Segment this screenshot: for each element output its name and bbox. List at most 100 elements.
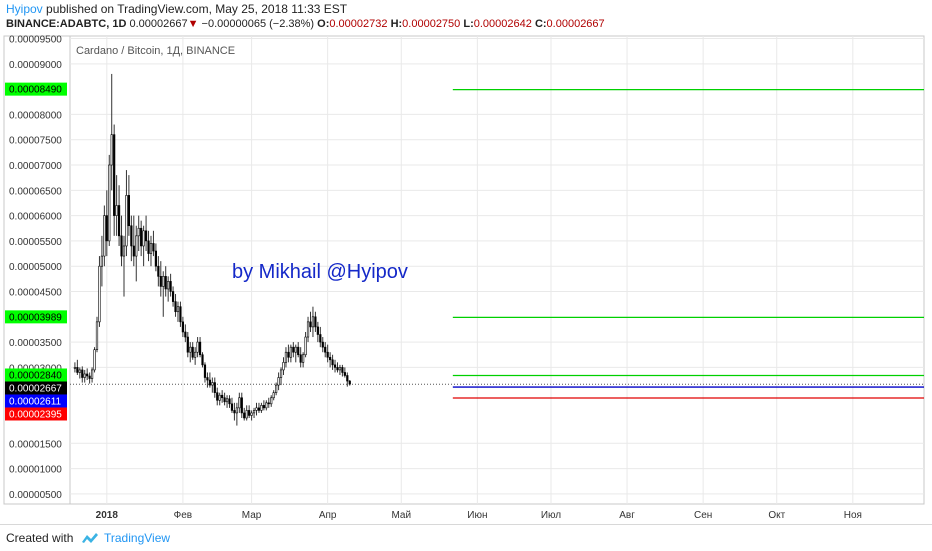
candle-body xyxy=(321,341,324,348)
candle-body xyxy=(78,369,81,373)
price-tag-label: 0.00002611 xyxy=(9,396,62,407)
price-tick-label: 0.00009500 xyxy=(9,35,62,46)
candle-body xyxy=(257,407,261,411)
price-tick-label: 0.00004500 xyxy=(9,288,62,299)
candle-body xyxy=(341,367,344,373)
candle-body xyxy=(311,316,315,328)
price-tag-label: 0.00002395 xyxy=(9,409,62,420)
candle-body xyxy=(164,276,167,290)
candle-body xyxy=(86,373,89,377)
candle-body xyxy=(122,245,126,257)
time-tick-label: Авг xyxy=(619,510,635,521)
candle-body xyxy=(140,227,143,247)
price-tick-label: 0.00003500 xyxy=(9,338,62,349)
price-tag-current xyxy=(5,381,67,395)
candle-body xyxy=(336,367,339,371)
candle-body xyxy=(179,306,182,323)
time-axis[interactable]: 2018 Фев Мар Апр Май Июн Июл Авг Сен Окт Ноя xyxy=(96,510,862,521)
candle-body xyxy=(275,384,278,393)
time-tick-label: Фев xyxy=(174,510,192,521)
candle-body xyxy=(284,351,288,363)
candle-body xyxy=(105,215,108,242)
time-tick-label: Мар xyxy=(242,510,262,521)
candle-body xyxy=(319,334,322,343)
price-tick-label: 0.00000500 xyxy=(9,490,62,501)
candle-body xyxy=(127,195,130,227)
time-tick-label: Ноя xyxy=(844,510,862,521)
candle-body xyxy=(309,321,312,328)
candle-body xyxy=(338,367,342,371)
candle-body xyxy=(206,377,209,381)
price-tick-label: 0.00006500 xyxy=(9,186,62,197)
candle-body xyxy=(208,379,211,386)
candle-body xyxy=(157,265,160,277)
candle-body xyxy=(149,243,153,254)
candle-body xyxy=(279,369,283,378)
candle-body xyxy=(289,346,292,358)
candle-body xyxy=(135,235,138,257)
candle-body xyxy=(346,375,349,382)
candle-body xyxy=(272,392,275,399)
price-tick-label: 0.00007500 xyxy=(9,136,62,147)
published-text: published on TradingView.com, May 25, 20… xyxy=(42,2,348,16)
candle-body xyxy=(277,377,280,386)
price-tag-label: 0.00003989 xyxy=(9,312,62,323)
chart-grid xyxy=(3,35,925,505)
candle-body xyxy=(331,359,334,366)
candle-body xyxy=(76,367,79,373)
candle-body xyxy=(282,362,285,371)
candle-body xyxy=(230,403,234,411)
close-value: 0.00002667 xyxy=(546,18,605,30)
candle-body xyxy=(255,407,258,411)
price-tag-green xyxy=(5,82,67,96)
candle-body xyxy=(228,398,231,405)
created-with-label: Created with xyxy=(6,531,74,545)
price-tag-blue xyxy=(5,394,67,408)
time-tick-label: Окт xyxy=(768,510,785,521)
price-tag-green xyxy=(5,368,67,382)
candle-body xyxy=(211,382,214,386)
price-chart[interactable]: 0.00009500 0.00009000 0.00008000 0.00007500… xyxy=(0,34,932,524)
change-value: −0.00000065 (−2.38%) xyxy=(201,18,315,30)
candle-body xyxy=(250,412,253,416)
price-tick-label: 0.00009000 xyxy=(9,60,62,71)
candle-body xyxy=(326,351,329,358)
candle-body xyxy=(304,336,307,356)
candle-body xyxy=(169,281,172,292)
candle-body xyxy=(343,372,346,376)
candle-body xyxy=(297,346,300,356)
candle-body xyxy=(238,397,241,409)
open-value: 0.00002732 xyxy=(329,18,388,30)
candle-body xyxy=(113,134,116,216)
candle-body xyxy=(120,235,123,257)
price-tick-label: 0.00005500 xyxy=(9,237,62,248)
candle-body xyxy=(110,134,113,166)
candle-body xyxy=(98,265,101,323)
candle-body xyxy=(115,205,118,216)
price-tick-label: 0.00001000 xyxy=(9,465,62,476)
plot-area xyxy=(69,35,925,505)
candle-body xyxy=(125,195,128,247)
time-tick-label: Июл xyxy=(541,510,561,521)
candle-body xyxy=(267,402,270,405)
time-tick-label: 2018 xyxy=(96,510,119,521)
candle-body xyxy=(117,205,121,237)
candle-body xyxy=(95,321,99,350)
price-tick-label: 0.00008000 xyxy=(9,110,62,121)
candle-body xyxy=(299,354,302,363)
candle-body xyxy=(314,316,317,328)
tradingview-link[interactable]: TradingView xyxy=(104,531,171,545)
price-axis[interactable]: 0.00009500 0.00009000 0.00008000 0.00007500… xyxy=(5,35,67,501)
price-tick-label: 0.00007000 xyxy=(9,161,62,172)
price-tag-label: 0.00008490 xyxy=(9,85,62,96)
author-link[interactable]: Hyipov xyxy=(6,2,43,16)
candle-body xyxy=(81,369,84,378)
ohlc-line: BINANCE:ADABTC, 1D 0.00002667▼ −0.000000… xyxy=(6,18,605,30)
candle-body xyxy=(225,398,229,403)
candle-body xyxy=(162,276,165,287)
candle-body xyxy=(90,369,94,379)
candle-body xyxy=(159,276,162,287)
candle-body xyxy=(130,225,133,247)
chart-header: Hyipov published on TradingView.com, May… xyxy=(6,0,926,34)
candle-body xyxy=(287,351,290,358)
